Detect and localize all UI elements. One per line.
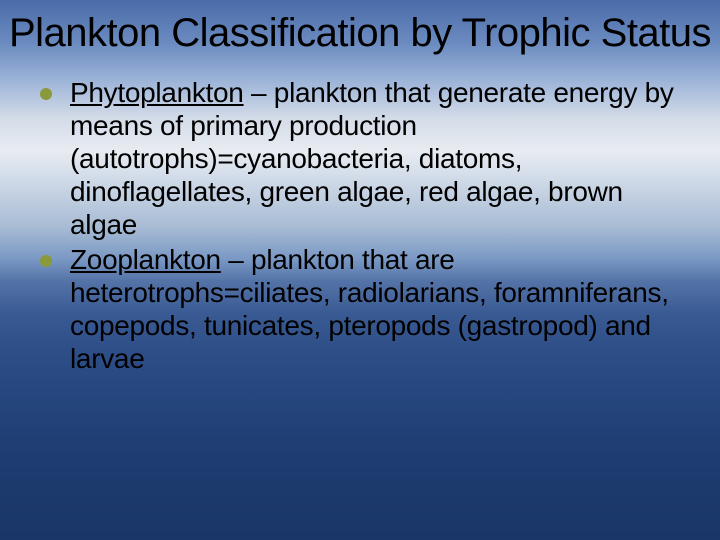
slide-content: Phytoplankton – plankton that generate e… [0, 54, 720, 375]
bullet-icon [40, 88, 52, 100]
slide: Plankton Classification by Trophic Statu… [0, 0, 720, 540]
bullet-term: Phytoplankton [70, 77, 244, 108]
bullet-item: Phytoplankton – plankton that generate e… [38, 76, 682, 241]
slide-title: Plankton Classification by Trophic Statu… [0, 0, 720, 54]
bullet-item: Zooplankton – plankton that are heterotr… [38, 243, 682, 375]
bullet-icon [40, 255, 52, 267]
bullet-term: Zooplankton [70, 244, 221, 275]
